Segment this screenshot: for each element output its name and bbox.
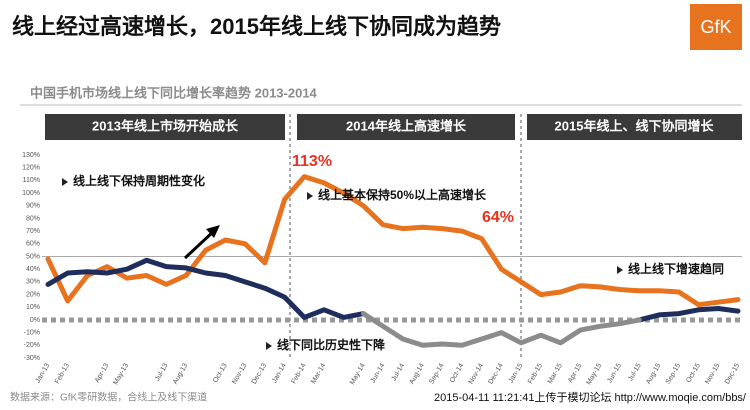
y-tick-label: -20%: [24, 342, 40, 349]
y-tick-label: 70%: [26, 228, 40, 235]
y-tick-label: 20%: [26, 291, 40, 298]
watermark: 2015-04-11 11:21:41上传于模切论坛 http://www.mo…: [434, 390, 747, 404]
bullet: [62, 178, 68, 186]
x-tick-label: Aug-13: [172, 362, 189, 385]
annotation: 线上线下保持周期性变化: [73, 173, 205, 188]
x-tick-label: Mar-15: [547, 362, 564, 385]
annotation: 线上基本保持50%以上高速增长: [318, 187, 487, 202]
x-tick-label: Jul-13: [154, 362, 170, 382]
bullet: [307, 192, 313, 200]
y-tick-label: -30%: [24, 355, 40, 362]
x-tick-label: Dec-15: [724, 362, 741, 385]
series-line: [45, 174, 741, 308]
x-tick-label: Jul-15: [627, 362, 643, 382]
x-tick-label: Oct-15: [685, 362, 702, 384]
x-tick-label: Jan-15: [508, 362, 525, 384]
chart-title: 中国手机市场线上线下同比增长率趋势 2013-2014: [30, 85, 318, 100]
y-tick-label: 10%: [26, 304, 40, 311]
x-tick-label: Apr-15: [567, 362, 584, 384]
x-tick-label: Aug-15: [645, 362, 662, 385]
y-tick-label: 90%: [26, 203, 40, 210]
x-tick-label: Dec-13: [251, 362, 268, 385]
x-tick-label: Feb-14: [290, 362, 307, 385]
y-tick-label: 30%: [26, 279, 40, 286]
x-tick-label: Jun-15: [606, 362, 623, 384]
phase-box: [45, 114, 285, 140]
x-tick-label: May-15: [586, 362, 604, 386]
series-line: [636, 306, 741, 323]
series-line: [360, 311, 642, 348]
y-tick-label: 0%: [30, 317, 40, 324]
x-tick-label: May-14: [349, 362, 367, 386]
watermark-box: [368, 388, 750, 408]
phase-label: 2014年线上高速增长: [346, 118, 467, 133]
x-tick-label: Oct-13: [212, 362, 229, 384]
logo-box: [690, 4, 742, 50]
peak-label: 64%: [482, 209, 514, 226]
x-tick-label: Feb-13: [54, 362, 71, 385]
x-tick-label: Mar-14: [310, 362, 327, 385]
y-tick-label: 60%: [26, 241, 40, 248]
source: 数据来源：GfK零研数据，合线上及线下渠道: [10, 391, 207, 404]
x-tick-label: Aug-14: [409, 362, 426, 385]
arrow-head: [206, 225, 220, 238]
annotation: 线上线下增速趋同: [628, 261, 724, 276]
x-tick-label: Sep-15: [665, 362, 682, 385]
y-tick-label: 130%: [22, 152, 40, 159]
x-tick-label: Nov-13: [231, 362, 248, 385]
x-tick-label: Apr-13: [94, 362, 111, 384]
phase-label: 2013年线上市场开始成长: [92, 118, 239, 133]
y-tick-label: 40%: [26, 266, 40, 273]
arrow: [183, 229, 216, 260]
x-tick-label: Nov-15: [704, 362, 721, 385]
x-tick-label: May-13: [112, 362, 130, 386]
series-line: [45, 257, 366, 320]
x-tick-label: Sep-14: [428, 362, 445, 385]
phase-box: [527, 114, 742, 140]
y-tick-label: 110%: [23, 177, 40, 184]
phase-box: [297, 114, 515, 140]
x-tick-label: Jan-13: [35, 362, 52, 384]
y-tick-label: 80%: [26, 215, 40, 222]
bullet: [617, 266, 623, 274]
slide-title: 线上经过高速增长，2015年线上线下协同成为趋势: [12, 14, 501, 39]
phase-label: 2015年线上、线下协同增长: [555, 118, 715, 133]
x-tick-label: Dec-14: [487, 362, 504, 385]
x-tick-label: Jul-14: [391, 362, 407, 382]
logo: GfK: [700, 17, 731, 37]
x-tick-label: Nov-14: [468, 362, 485, 385]
x-tick-label: Jun-14: [370, 362, 387, 384]
y-tick-label: 120%: [22, 165, 40, 172]
y-tick-label: 50%: [26, 253, 40, 260]
x-tick-label: Feb-15: [527, 362, 544, 385]
y-tick-label: -10%: [24, 329, 40, 336]
peak-label: 113%: [292, 153, 332, 170]
x-tick-label: Jan-14: [271, 362, 288, 384]
y-tick-label: 100%: [22, 190, 40, 197]
annotation: 线下同比历史性下降: [277, 337, 386, 352]
x-tick-label: Oct-14: [449, 362, 466, 384]
bullet: [266, 342, 272, 350]
